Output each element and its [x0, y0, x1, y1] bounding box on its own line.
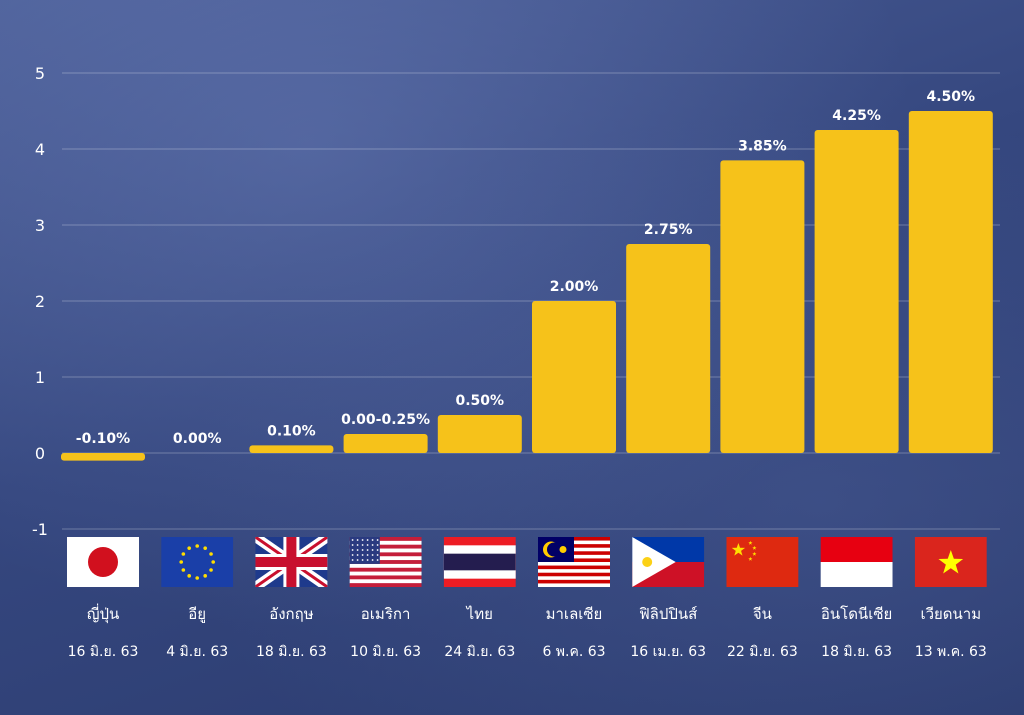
announcement-date: 22 มิ.ย. 63 — [727, 644, 798, 660]
flag — [255, 537, 328, 587]
data-label: 0.50% — [456, 393, 505, 409]
flag — [820, 537, 893, 587]
eu-flag-icon — [161, 537, 234, 587]
flag — [161, 537, 234, 587]
y-tick-label: 5 — [35, 64, 45, 83]
announcement-date: 6 พ.ค. 63 — [542, 644, 605, 660]
country-name: จีน — [753, 605, 772, 623]
flag — [349, 537, 422, 587]
country-name: อังกฤษ — [269, 605, 313, 623]
country-name: อินโดนีเซีย — [821, 605, 892, 623]
bar — [61, 453, 145, 461]
data-label: 0.10% — [267, 423, 316, 439]
announcement-date: 13 พ.ค. 63 — [915, 644, 987, 660]
usa-flag-icon — [349, 537, 422, 587]
data-labels: -0.10% 0.00% 0.10% 0.00-0.25% 0.50% 2.00% 2.75… — [76, 89, 975, 447]
flag — [632, 537, 705, 587]
malaysia-flag-icon — [538, 537, 610, 587]
country-name: ญี่ปุ่น — [87, 603, 120, 624]
data-label: 2.75% — [644, 222, 693, 238]
bar — [437, 415, 522, 453]
country-name: มาเลเซีย — [546, 605, 603, 623]
country-name: อียู — [188, 605, 206, 623]
thailand-flag-icon — [443, 537, 516, 587]
china-flag-icon — [726, 537, 799, 587]
bar — [343, 434, 428, 453]
bar — [249, 445, 334, 453]
bar — [626, 244, 711, 453]
data-label: 3.85% — [738, 138, 787, 154]
data-label: -0.10% — [76, 431, 130, 447]
uk-flag-icon — [255, 537, 328, 587]
country-names: ญี่ปุ่น อียู อังกฤษ อเมริกา ไทย มาเลเซีย ฟิลิป… — [87, 603, 981, 624]
data-label: 4.25% — [832, 108, 881, 124]
country-name: ไทย — [466, 605, 493, 623]
indonesia-flag-icon — [820, 537, 893, 587]
announcement-date: 16 มิ.ย. 63 — [68, 644, 139, 660]
y-tick-label: 0 — [35, 444, 45, 463]
bars — [61, 111, 993, 461]
flag — [726, 537, 799, 587]
country-name: อเมริกา — [361, 605, 411, 623]
vietnam-flag-icon — [914, 537, 987, 587]
y-tick-label: 1 — [35, 368, 45, 387]
bar — [814, 130, 899, 453]
grid-lines — [62, 72, 1000, 530]
bar — [720, 160, 805, 453]
flag — [67, 537, 139, 587]
japan-flag-icon — [67, 537, 139, 587]
data-label: 2.00% — [550, 279, 599, 295]
country-name: ฟิลิปปินส์ — [639, 605, 697, 623]
country-name: เวียดนาม — [920, 605, 981, 623]
bar — [532, 301, 616, 453]
announcement-date: 4 มิ.ย. 63 — [166, 644, 228, 660]
y-axis-tick-labels: -1 0 1 2 3 4 5 — [32, 64, 48, 539]
country-flags — [67, 537, 987, 587]
announcement-dates: 16 มิ.ย. 63 4 มิ.ย. 63 18 มิ.ย. 63 10 มิ.ย.… — [68, 644, 987, 660]
flag — [443, 537, 516, 587]
data-label: 0.00-0.25% — [341, 412, 430, 428]
announcement-date: 16 เม.ย. 63 — [630, 644, 706, 660]
y-tick-label: 2 — [35, 292, 45, 311]
flag — [538, 537, 610, 587]
y-tick-label: 3 — [35, 216, 45, 235]
y-tick-label: -1 — [32, 520, 48, 539]
data-label: 4.50% — [927, 89, 976, 105]
philippines-flag-icon — [632, 537, 705, 587]
flag — [914, 537, 987, 587]
announcement-date: 18 มิ.ย. 63 — [256, 644, 327, 660]
bar — [908, 111, 993, 453]
data-label: 0.00% — [173, 431, 222, 447]
y-tick-label: 4 — [35, 140, 45, 159]
announcement-date: 18 มิ.ย. 63 — [821, 644, 892, 660]
announcement-date: 10 มิ.ย. 63 — [350, 644, 421, 660]
announcement-date: 24 มิ.ย. 63 — [444, 644, 515, 660]
